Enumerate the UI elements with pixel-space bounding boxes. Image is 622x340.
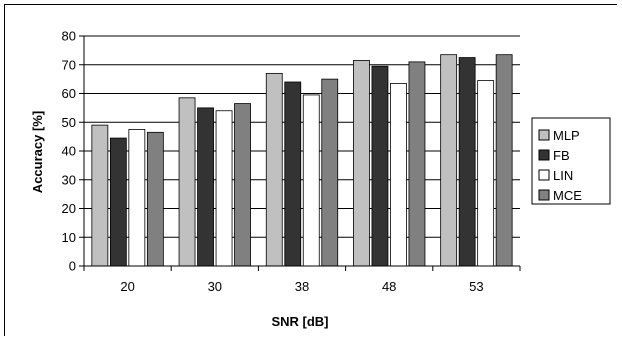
bar-lin-53 [478,81,494,266]
x-tick-label: 48 [382,279,396,294]
y-tick-label: 40 [62,144,76,159]
bar-mce-53 [496,55,512,266]
bar-mce-48 [409,62,425,266]
y-axis-label: Accuracy [%] [30,111,45,193]
legend-label-mce: MCE [553,188,582,203]
legend-swatch-mce [539,190,549,200]
x-tick-label: 20 [120,279,134,294]
bar-lin-48 [390,83,406,266]
bar-mlp-53 [441,55,457,266]
bar-lin-38 [303,95,319,266]
x-axis-label: SNR [dB] [271,314,328,329]
y-tick-label: 30 [62,172,76,187]
legend-swatch-fb [539,150,549,160]
y-tick-label: 20 [62,201,76,216]
bar-lin-20 [129,129,145,266]
x-tick-labels: 20 30 38 48 53 [120,279,483,294]
bar-fb-48 [372,66,388,266]
x-tick-label: 30 [208,279,222,294]
y-tick-labels: 0 10 20 30 40 50 60 70 80 [62,29,76,274]
y-tick-label: 0 [69,259,76,274]
legend-swatch-mlp [539,130,549,140]
y-tick-label: 60 [62,86,76,101]
bar-fb-53 [459,58,475,266]
bar-mce-20 [147,132,163,266]
y-tick-label: 10 [62,230,76,245]
legend: MLP FB LIN MCE [532,118,610,204]
y-tick-label: 50 [62,115,76,130]
bar-mce-38 [322,79,338,266]
bar-mlp-38 [266,73,282,266]
bar-mlp-30 [179,98,195,266]
bar-mlp-48 [353,60,369,266]
legend-swatch-lin [539,170,549,180]
legend-label-fb: FB [553,148,570,163]
bar-fb-30 [198,108,214,266]
y-tick-label: 80 [62,29,76,44]
legend-label-lin: LIN [553,168,573,183]
bar-mce-30 [235,104,251,266]
bar-mlp-20 [92,125,108,266]
bar-lin-30 [216,111,232,266]
x-tick-label: 38 [295,279,309,294]
bar-fb-20 [110,138,126,266]
bars [92,55,512,266]
legend-label-mlp: MLP [553,128,580,143]
x-tick-label: 53 [469,279,483,294]
bar-fb-38 [285,82,301,266]
y-tick-label: 70 [62,57,76,72]
